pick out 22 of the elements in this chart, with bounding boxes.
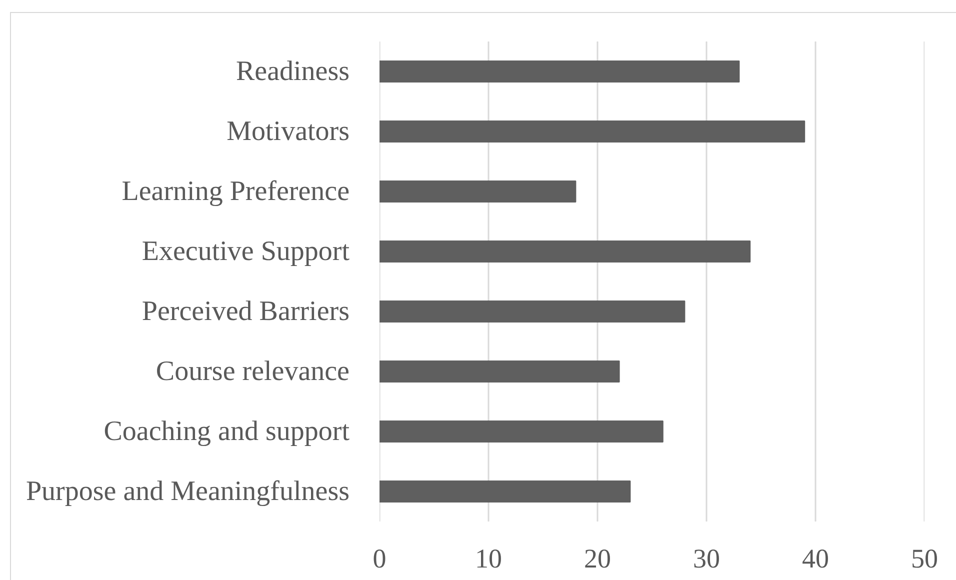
- y-tick-label: Readiness: [236, 56, 350, 87]
- x-tick-label: 40: [802, 544, 829, 574]
- y-tick-label: Purpose and Meaningfulness: [26, 476, 350, 507]
- bar: [380, 420, 664, 442]
- x-tick-label: 10: [475, 544, 502, 574]
- x-tick-label: 0: [372, 544, 386, 574]
- bar: [380, 180, 576, 202]
- x-tick-label: 20: [584, 544, 611, 574]
- bar: [380, 60, 740, 82]
- x-tick-label: 30: [693, 544, 720, 574]
- y-tick-label: Executive Support: [142, 236, 350, 267]
- bar: [380, 480, 631, 502]
- bar: [380, 300, 686, 322]
- bar: [380, 360, 620, 382]
- y-tick-label: Learning Preference: [122, 176, 350, 207]
- y-tick-label: Course relevance: [156, 356, 350, 387]
- x-tick-label: 50: [911, 544, 938, 574]
- bar: [380, 120, 806, 142]
- y-tick-label: Motivators: [226, 116, 350, 147]
- y-tick-label: Perceived Barriers: [142, 296, 350, 327]
- bar: [380, 240, 751, 262]
- y-tick-label: Coaching and support: [104, 416, 350, 447]
